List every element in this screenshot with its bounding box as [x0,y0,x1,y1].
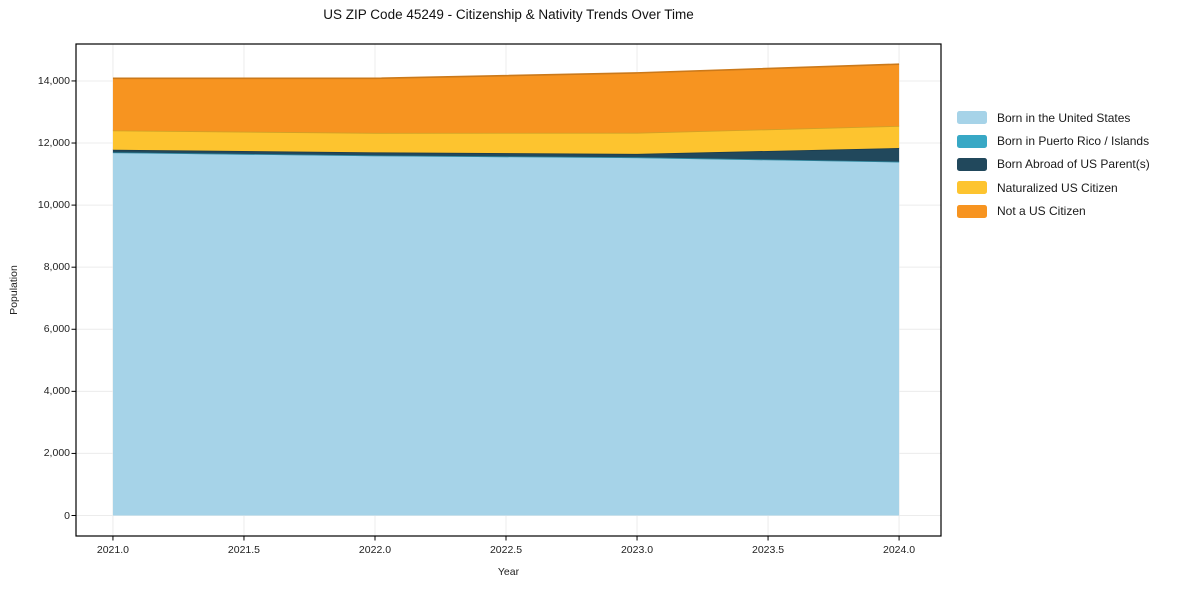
legend-label: Naturalized US Citizen [997,180,1118,195]
y-axis-label: Population [8,265,20,315]
legend-item: Born Abroad of US Parent(s) [957,153,1150,176]
y-tick-label: 2,000 [43,447,70,460]
legend-swatch [957,204,987,218]
y-tick-label: 0 [64,509,70,522]
x-tick-label: 2024.0 [883,544,916,556]
y-tick-label: 4,000 [43,385,70,398]
legend-swatch [957,134,987,148]
legend-swatch [957,111,987,125]
chart-title: US ZIP Code 45249 - Citizenship & Nativi… [323,7,694,22]
legend-item: Not a US Citizen [957,200,1150,223]
y-tick-label: 12,000 [37,137,70,150]
x-tick-label: 2023.0 [620,544,654,556]
area-3 [112,147,900,162]
area-top-edge-5 [112,63,900,80]
x-axis-label: Year [497,566,520,578]
x-tick-label: 2021.0 [96,544,129,556]
area-1 [112,152,900,516]
legend-item: Born in the United States [957,106,1150,129]
x-tick-label: 2022.0 [358,544,392,556]
legend-label: Born in Puerto Rico / Islands [997,134,1150,149]
x-tick-label: 2021.5 [227,544,261,556]
plot-border [75,43,942,537]
legend-label: Born Abroad of US Parent(s) [997,157,1150,172]
legend-swatch [957,157,987,171]
x-tick-label: 2023.5 [751,544,785,556]
legend-item: Born in Puerto Rico / Islands [957,129,1150,152]
legend-label: Not a US Citizen [997,204,1086,219]
legend-label: Born in the United States [997,110,1131,125]
legend-item: Naturalized US Citizen [957,176,1150,199]
y-tick-label: 10,000 [37,199,70,212]
legend: Born in the United States Born in Puerto … [957,106,1150,223]
y-tick-label: 8,000 [43,261,70,274]
x-tick-label: 2022.5 [489,544,523,556]
y-tick-label: 14,000 [37,74,70,87]
y-tick-label: 6,000 [43,323,70,336]
legend-swatch [957,181,987,195]
area-5 [112,64,900,133]
